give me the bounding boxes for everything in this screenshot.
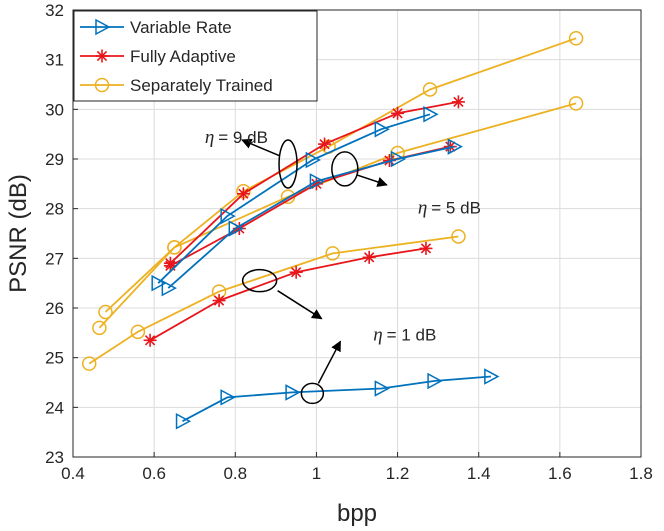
- data-point: [325, 246, 340, 261]
- y-tick-label: 32: [45, 1, 64, 20]
- data-point: [130, 324, 146, 340]
- y-tick-label: 26: [45, 299, 64, 318]
- annotation-arrow: [317, 340, 342, 384]
- data-point: [143, 333, 157, 347]
- annotation-label: η = 9 dB: [205, 127, 268, 148]
- data-point: [568, 31, 584, 46]
- legend-marker: [95, 49, 109, 63]
- y-tick-label: 24: [45, 398, 64, 417]
- data-point: [151, 274, 167, 292]
- data-point: [98, 304, 113, 320]
- data-point: [175, 412, 192, 430]
- data-point: [92, 320, 107, 336]
- data-point: [427, 372, 443, 390]
- series-line-0-2: [157, 113, 431, 284]
- data-point: [451, 229, 466, 244]
- x-tick-label: 1.4: [467, 464, 491, 483]
- data-point: [447, 138, 463, 155]
- annotation-label: η = 5 dB: [418, 198, 481, 219]
- ticks: 0.4 0.6 0.8 1 1.2 1.4 1.6 1.8 23 24 25 26 27 28 29 30 31…: [45, 1, 653, 483]
- legend-label: Separately Trained: [130, 76, 273, 95]
- data-point: [212, 294, 226, 308]
- y-tick-label: 31: [45, 51, 64, 70]
- x-tick-label: 1: [312, 464, 321, 483]
- data-point: [163, 256, 177, 270]
- y-tick-label: 25: [45, 349, 64, 368]
- x-tick-label: 0.6: [142, 464, 166, 483]
- y-tick-label: 29: [45, 150, 64, 169]
- series-line-2-1: [98, 102, 577, 329]
- annotation-arrow: [241, 138, 281, 157]
- x-tick-label: 1.8: [629, 464, 653, 483]
- data-point: [390, 150, 407, 168]
- legend-marker: [94, 77, 110, 93]
- series-line-0-1: [167, 145, 455, 289]
- series-line-0-0: [182, 375, 491, 422]
- legend-marker: [95, 18, 111, 36]
- legend-label: Variable Rate: [130, 18, 232, 37]
- data-point: [220, 389, 236, 406]
- x-tick-label: 0.8: [223, 464, 247, 483]
- annotation-ellipse: [241, 268, 278, 293]
- annotation-ellipse: [300, 382, 325, 405]
- data-point: [422, 82, 438, 97]
- annotation-arrow: [356, 174, 388, 187]
- legend: Variable Rate Fully Adaptive Separately Tr…: [73, 10, 318, 102]
- x-axis-label: bpp: [337, 500, 377, 527]
- data-point: [305, 151, 321, 169]
- data-point: [161, 279, 177, 297]
- y-axis-label: PSNR (dB): [5, 174, 32, 293]
- data-point: [419, 241, 433, 255]
- data-point: [220, 207, 236, 225]
- annotation-label: η = 1 dB: [373, 324, 436, 345]
- annotation-ellipse: [331, 151, 359, 187]
- data-point: [81, 356, 97, 371]
- data-point: [451, 95, 465, 109]
- data-point: [228, 220, 244, 237]
- series-line-1-0: [149, 247, 427, 342]
- data-point: [289, 265, 303, 279]
- x-tick-label: 0.4: [61, 464, 85, 483]
- data-point: [568, 96, 584, 111]
- data-point: [423, 106, 439, 123]
- annotation-ellipse: [278, 139, 298, 189]
- x-tick-label: 1.2: [386, 464, 410, 483]
- annotation-arrow: [277, 290, 323, 320]
- legend-label: Fully Adaptive: [130, 47, 236, 66]
- series-lines: [81, 31, 584, 430]
- data-point: [484, 368, 500, 385]
- data-point: [285, 384, 301, 401]
- series-line-2-2: [104, 37, 577, 313]
- axes-box: [72, 9, 642, 458]
- data-point: [391, 106, 405, 120]
- data-point: [167, 240, 182, 255]
- data-point: [374, 120, 390, 138]
- data-point: [318, 137, 332, 151]
- data-point: [236, 187, 250, 201]
- y-tick-label: 28: [45, 200, 64, 219]
- y-tick-label: 30: [45, 100, 64, 119]
- y-tick-label: 23: [45, 448, 64, 467]
- data-point: [362, 250, 376, 264]
- data-point: [374, 380, 390, 397]
- x-tick-label: 1.6: [548, 464, 572, 483]
- y-tick-label: 27: [45, 249, 64, 268]
- annotations: η = 9 dB η = 5 dB η = 1 dB: [205, 127, 481, 405]
- data-point: [309, 173, 326, 190]
- series-line-2-0: [88, 235, 459, 365]
